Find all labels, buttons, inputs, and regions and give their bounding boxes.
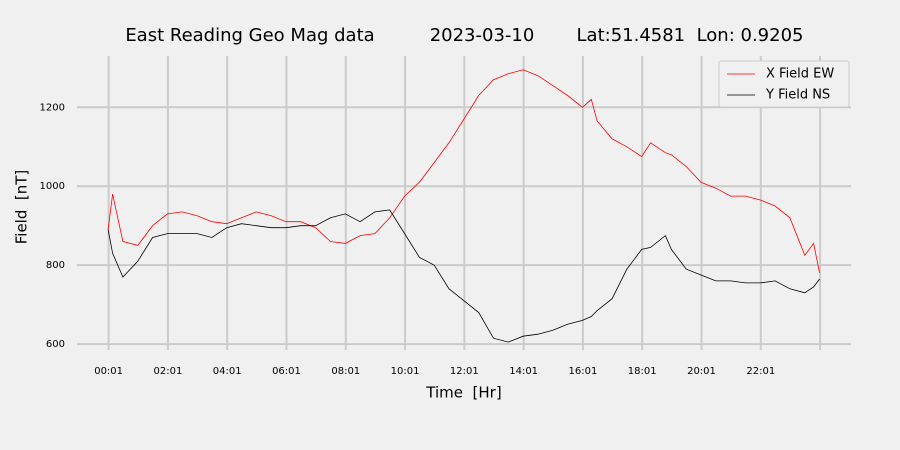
x-tick-label: 02:01 [153, 366, 182, 377]
y-tick-label: 1200 [40, 102, 65, 113]
x-tick-label: 12:01 [450, 366, 479, 377]
legend-label: Y Field NS [765, 88, 830, 103]
legend-box [718, 60, 850, 108]
x-tick-label: 06:01 [272, 366, 301, 377]
chart-location: Lat:51.4581 Lon: 0.9205 [577, 25, 804, 46]
y-tick-label: 1000 [40, 181, 65, 192]
legend-label: X Field EW [766, 67, 834, 82]
x-tick-label: 22:01 [746, 366, 775, 377]
x-tick-label: 20:01 [687, 366, 716, 377]
y-axis-label: Field [nT] [13, 170, 31, 245]
y-tick-label: 600 [46, 339, 65, 350]
data-line [107, 69, 820, 274]
x-tick-label: 10:01 [391, 366, 420, 377]
x-tick-label: 00:01 [94, 366, 123, 377]
x-tick-label: 16:01 [569, 366, 598, 377]
x-axis-label: Time [Hr] [425, 384, 501, 402]
grid [77, 56, 851, 350]
chart-title: East Reading Geo Mag data [125, 25, 374, 46]
x-tick-label: 14:01 [509, 366, 538, 377]
x-tick-label: 18:01 [628, 366, 657, 377]
y-tick-label: 800 [46, 260, 65, 271]
x-tick-label: 08:01 [331, 366, 360, 377]
x-tick-label: 04:01 [213, 366, 242, 377]
chart-date: 2023-03-10 [430, 25, 535, 46]
data-line [107, 209, 820, 343]
